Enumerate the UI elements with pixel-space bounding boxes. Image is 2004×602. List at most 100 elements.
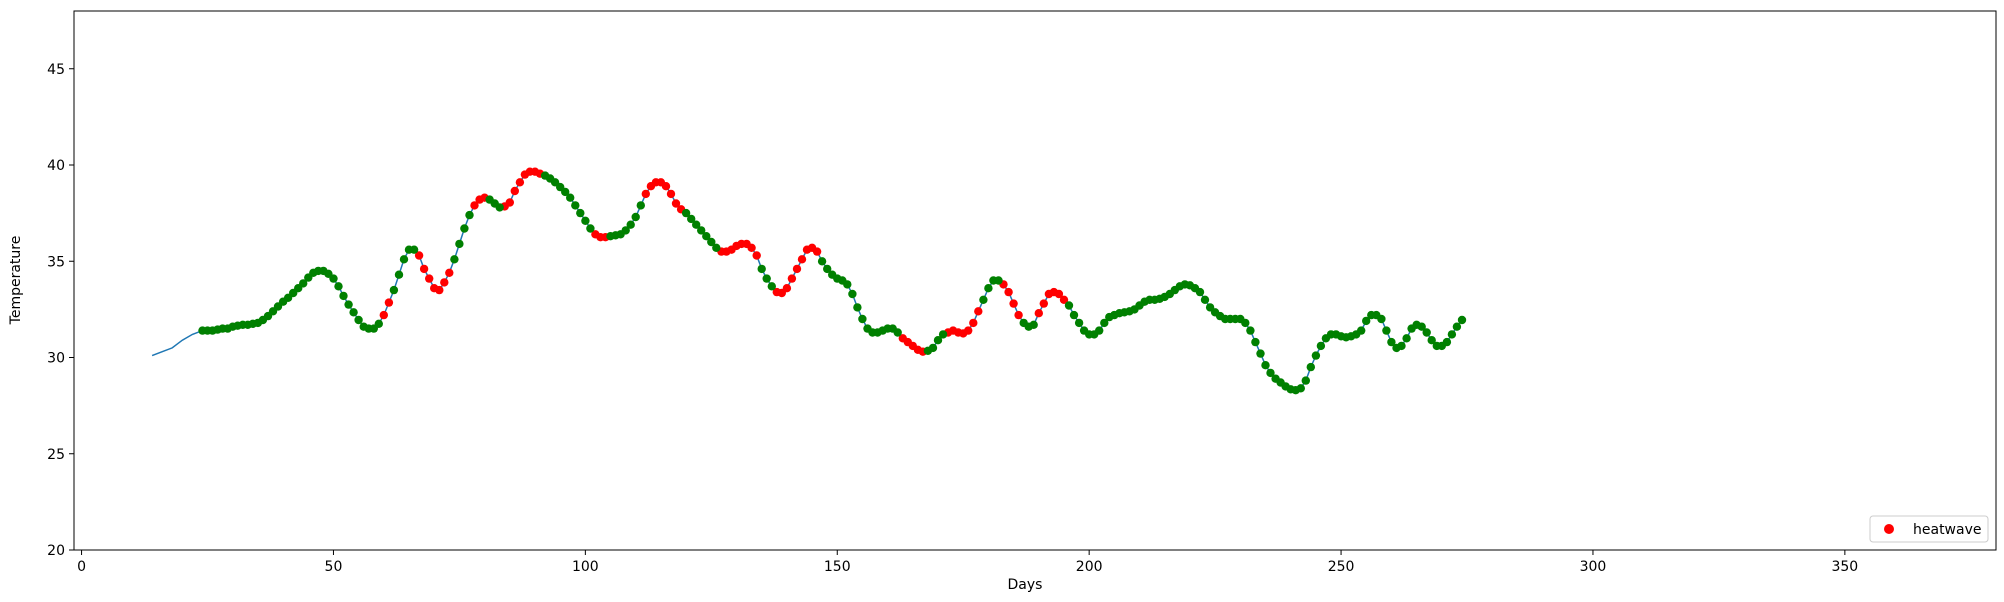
normal-point (399, 255, 409, 264)
heatwave-point (1054, 289, 1064, 299)
normal-point (354, 315, 363, 325)
normal-point (707, 237, 716, 247)
heatwave-point (752, 251, 761, 260)
y-tick-label: 35 (47, 254, 65, 270)
heatwave-point (1034, 309, 1044, 318)
heatwave-point (797, 255, 807, 264)
normal-point (1266, 368, 1275, 378)
normal-point (1246, 326, 1255, 335)
normal-point (621, 226, 630, 235)
normal-point (1064, 301, 1074, 310)
normal-point (1200, 295, 1210, 304)
normal-point (1306, 362, 1316, 372)
temperature-line-layer (151, 170, 1463, 391)
normal-point (1457, 315, 1467, 325)
heatwave-point (1009, 299, 1018, 308)
heatwave-point (435, 285, 444, 295)
heatwave-point (787, 274, 797, 283)
legend-marker-heatwave (1884, 524, 1894, 534)
normal-point (450, 255, 459, 264)
normal-point (1382, 326, 1391, 335)
normal-point (1402, 334, 1411, 343)
y-tick-label: 30 (47, 351, 65, 367)
temperature-line (151, 170, 1463, 391)
heatwave-point (974, 307, 983, 316)
heatwave-point (1014, 310, 1023, 320)
heatwave-point (792, 264, 802, 274)
normal-point (344, 300, 353, 309)
normal-point (687, 214, 696, 224)
y-tick-label: 40 (47, 158, 65, 174)
heatwave-point (666, 189, 676, 199)
normal-point (334, 282, 343, 291)
heatwave-point (747, 243, 756, 252)
normal-point (1029, 320, 1038, 329)
normal-point (893, 328, 902, 337)
normal-point (1261, 361, 1270, 370)
normal-point (394, 270, 404, 279)
heatwave-point (414, 251, 424, 260)
heatwave-point (510, 186, 519, 196)
normal-point (409, 245, 419, 254)
normal-point (933, 336, 943, 345)
normal-point (349, 308, 358, 317)
normal-point (374, 319, 383, 328)
heatwave-point (505, 198, 514, 207)
normal-point (928, 343, 938, 353)
normal-point (1427, 336, 1436, 345)
normal-point (299, 279, 308, 288)
normal-point (858, 314, 867, 324)
normal-point (389, 285, 399, 295)
x-axis-ticks: 0 50 100 150 200 250 300 350 (77, 550, 1858, 575)
normal-point (767, 282, 776, 291)
normal-point (817, 257, 827, 266)
normal-point (561, 187, 570, 197)
normal-point (979, 295, 988, 304)
normal-point (329, 274, 338, 283)
normal-point (697, 226, 706, 235)
normal-point (1397, 341, 1406, 351)
x-tick-label: 100 (572, 559, 599, 575)
normal-point (1362, 316, 1371, 326)
heatwave-point (384, 298, 394, 307)
x-tick-label: 0 (77, 559, 86, 575)
normal-point (702, 232, 711, 241)
x-tick-label: 150 (824, 559, 851, 575)
normal-point (1069, 310, 1079, 320)
legend-frame (1869, 515, 1989, 543)
heatwave-point (419, 264, 429, 274)
heatwave-point (470, 201, 479, 210)
legend-label-heatwave: heatwave (1913, 522, 1981, 538)
normal-point (1442, 337, 1452, 347)
plot-area (73, 10, 1997, 551)
heatwave-point (379, 310, 388, 320)
normal-point (465, 210, 474, 220)
normal-point (692, 220, 701, 229)
normal-point (571, 201, 580, 210)
data-points-layer (198, 167, 1467, 395)
normal-point (576, 208, 585, 218)
y-tick-label: 20 (47, 543, 65, 559)
heatwave-point (661, 182, 671, 191)
normal-point (1417, 322, 1426, 331)
normal-point (1447, 330, 1457, 339)
heatwave-point (440, 278, 449, 287)
heatwave-point (1039, 299, 1049, 308)
normal-point (681, 208, 691, 218)
heatwave-point (1004, 287, 1013, 297)
normal-point (1296, 384, 1306, 393)
normal-point (994, 276, 1003, 285)
x-tick-label: 350 (1831, 559, 1858, 575)
normal-point (757, 264, 766, 274)
legend: heatwave (1869, 515, 1989, 543)
normal-point (853, 303, 862, 312)
normal-point (1422, 328, 1431, 337)
normal-point (1452, 322, 1462, 331)
normal-point (823, 264, 832, 274)
normal-point (1256, 349, 1265, 358)
normal-point (636, 201, 645, 210)
heatwave-point (782, 284, 792, 293)
heatwave-point (1059, 295, 1069, 304)
normal-point (1074, 318, 1084, 328)
